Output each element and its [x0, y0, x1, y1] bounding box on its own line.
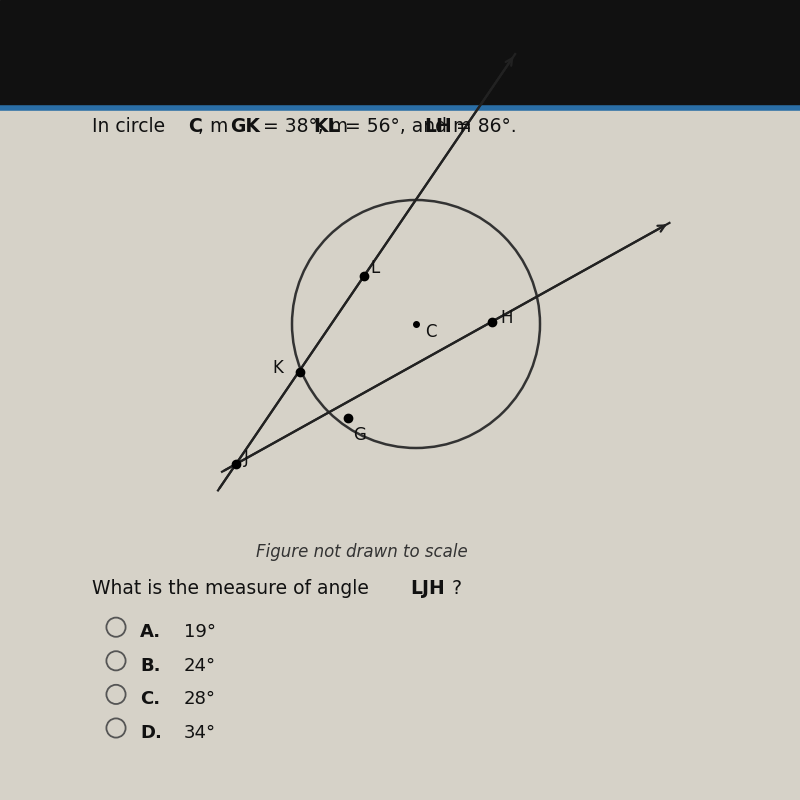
- Text: G: G: [353, 426, 366, 444]
- Text: KL: KL: [313, 117, 339, 136]
- Text: , m: , m: [198, 117, 229, 136]
- Text: LH: LH: [424, 117, 452, 136]
- Text: 19°: 19°: [184, 623, 216, 641]
- Text: A.: A.: [140, 623, 161, 641]
- Text: = 38°, m: = 38°, m: [257, 117, 348, 136]
- Text: D.: D.: [140, 724, 162, 742]
- Text: B.: B.: [140, 657, 161, 674]
- Text: GK: GK: [230, 117, 260, 136]
- Text: ?: ?: [446, 578, 462, 598]
- Text: C.: C.: [140, 690, 160, 708]
- Text: C: C: [188, 117, 202, 136]
- Text: 24°: 24°: [184, 657, 216, 674]
- Bar: [0, 0, 800, 108]
- Text: C: C: [426, 323, 437, 341]
- Text: L: L: [370, 259, 380, 277]
- Text: In circle: In circle: [92, 117, 171, 136]
- Text: J: J: [244, 449, 249, 466]
- Text: K: K: [272, 359, 283, 377]
- Text: 28°: 28°: [184, 690, 216, 708]
- Text: What is the measure of angle: What is the measure of angle: [92, 578, 375, 598]
- Text: H: H: [500, 309, 513, 326]
- Text: = 86°.: = 86°.: [450, 117, 517, 136]
- Text: 34°: 34°: [184, 724, 216, 742]
- Text: LJH: LJH: [410, 578, 445, 598]
- Text: = 56°, and m: = 56°, and m: [339, 117, 471, 136]
- Text: Figure not drawn to scale: Figure not drawn to scale: [256, 543, 468, 561]
- Bar: [0, 108, 800, 800]
